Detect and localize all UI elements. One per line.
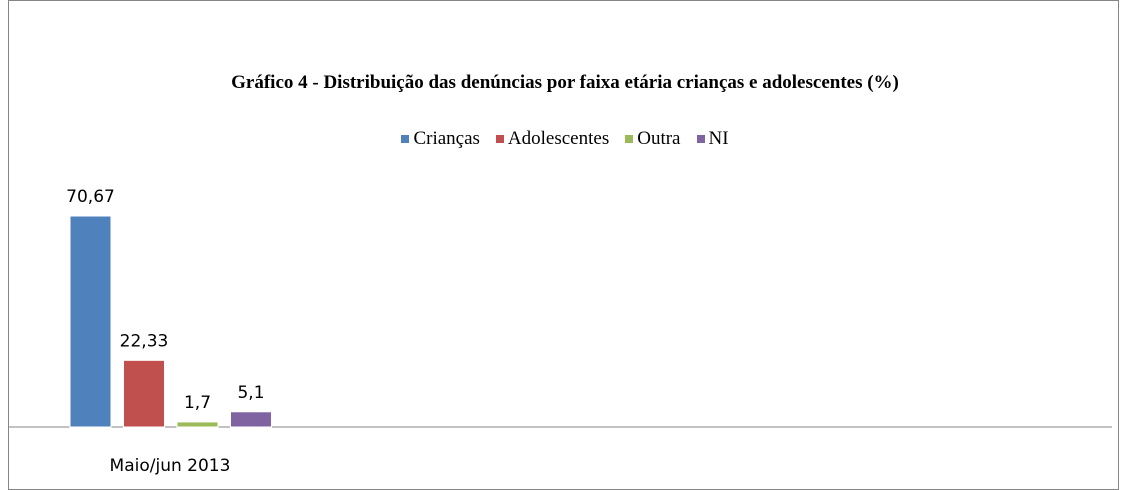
chart-title: Gráfico 4 - Distribuição das denúncias p…	[231, 72, 899, 93]
bar	[176, 421, 219, 428]
value-label: 70,67	[66, 187, 115, 207]
legend: Crianças Adolescentes Outra NI	[0, 128, 1130, 150]
legend-swatch	[625, 135, 634, 143]
legend-swatch	[495, 135, 504, 143]
x-tick-label: Maio/jun 2013	[110, 456, 231, 476]
legend-swatch	[401, 135, 410, 143]
legend-item: Outra	[625, 128, 681, 150]
legend-item: NI	[696, 128, 729, 150]
value-label: 5,1	[237, 383, 264, 403]
legend-label: Outra	[637, 128, 681, 149]
legend-label: Crianças	[413, 128, 480, 149]
bar	[123, 359, 165, 428]
bar	[230, 411, 272, 428]
bar	[69, 215, 112, 428]
legend-item: Crianças	[401, 128, 480, 150]
legend-swatch	[696, 135, 705, 143]
legend-label: Adolescentes	[507, 128, 610, 149]
value-label: 22,33	[120, 331, 169, 351]
value-label: 1,7	[184, 393, 211, 413]
legend-item: Adolescentes	[495, 128, 610, 150]
legend-label: NI	[708, 128, 729, 149]
